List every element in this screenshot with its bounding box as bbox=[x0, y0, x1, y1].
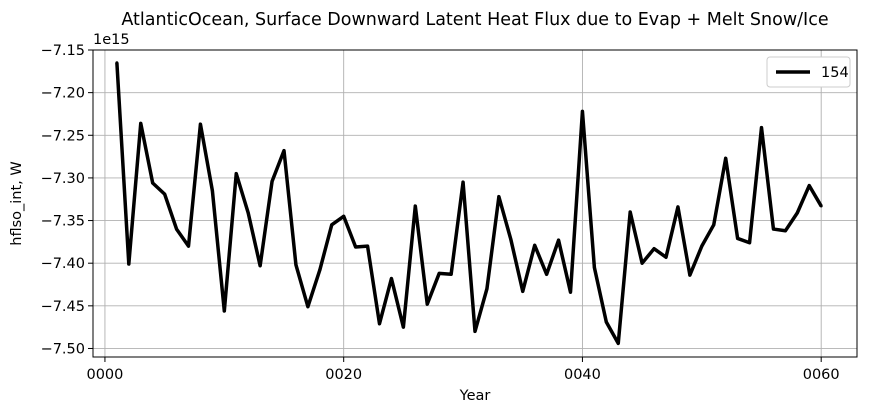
data-point bbox=[485, 287, 489, 291]
series-layer bbox=[115, 61, 823, 346]
x-tick-label: 0040 bbox=[564, 367, 601, 383]
data-point bbox=[521, 289, 525, 293]
data-point bbox=[342, 214, 346, 218]
y-axis-label: hflso_int, W bbox=[9, 161, 25, 245]
data-point bbox=[318, 268, 322, 272]
data-point bbox=[139, 121, 143, 125]
y-tick-label: −7.45 bbox=[41, 299, 85, 315]
data-point bbox=[461, 180, 465, 184]
data-point bbox=[652, 247, 656, 251]
data-point bbox=[246, 211, 250, 215]
data-point bbox=[378, 322, 381, 326]
data-point bbox=[580, 109, 584, 113]
data-point bbox=[222, 309, 226, 313]
data-point bbox=[175, 227, 179, 231]
data-point bbox=[604, 320, 608, 324]
legend: 154 bbox=[766, 56, 851, 88]
data-point bbox=[198, 122, 202, 126]
data-point bbox=[533, 243, 537, 247]
data-point bbox=[163, 192, 167, 196]
data-point bbox=[557, 238, 561, 242]
data-point bbox=[449, 272, 453, 276]
x-tick-label: 0060 bbox=[803, 367, 840, 383]
data-point bbox=[389, 277, 393, 281]
data-point bbox=[807, 184, 811, 188]
y-tick-label: −7.50 bbox=[41, 341, 85, 357]
data-point bbox=[783, 229, 787, 233]
data-point bbox=[354, 245, 358, 249]
data-point bbox=[306, 305, 310, 309]
data-point bbox=[545, 272, 549, 276]
x-tick-label: 0020 bbox=[325, 367, 362, 383]
data-point bbox=[282, 149, 286, 153]
data-point bbox=[592, 265, 596, 269]
data-point bbox=[330, 223, 334, 227]
y-tick-label: −7.30 bbox=[41, 171, 85, 187]
chart-title: AtlanticOcean, Surface Downward Latent H… bbox=[121, 10, 828, 30]
data-point bbox=[771, 227, 775, 231]
data-point bbox=[187, 244, 190, 248]
data-point bbox=[294, 263, 298, 267]
y-tick-label: −7.20 bbox=[41, 86, 85, 102]
data-point bbox=[210, 189, 214, 193]
y-tick-label: −7.35 bbox=[41, 214, 85, 230]
data-point bbox=[688, 273, 692, 277]
data-point bbox=[736, 236, 740, 240]
data-point bbox=[497, 195, 501, 199]
series-line bbox=[115, 62, 823, 346]
data-point bbox=[509, 237, 513, 241]
plot-frame bbox=[92, 49, 858, 358]
data-point bbox=[151, 181, 155, 185]
data-point bbox=[616, 341, 620, 345]
data-point bbox=[819, 204, 823, 208]
axis-ticks: 0000 0020 0040 0060 −7.50 −7.45 −7.40 −7.35 −7.3… bbox=[41, 43, 840, 383]
data-point bbox=[473, 329, 477, 333]
y-tick-label: −7.40 bbox=[41, 256, 85, 272]
data-point bbox=[234, 172, 238, 176]
data-point bbox=[569, 290, 572, 294]
data-point bbox=[760, 126, 763, 130]
data-point bbox=[437, 271, 441, 275]
data-point bbox=[270, 179, 274, 183]
data-point bbox=[258, 264, 262, 268]
data-point bbox=[748, 241, 752, 245]
data-point bbox=[712, 223, 716, 227]
data-point bbox=[401, 325, 405, 329]
x-tick-label: 0000 bbox=[86, 367, 123, 383]
data-point bbox=[115, 61, 119, 65]
data-point bbox=[127, 262, 131, 266]
data-point bbox=[664, 255, 668, 259]
data-point bbox=[640, 261, 644, 265]
data-point bbox=[425, 302, 429, 306]
data-point bbox=[366, 244, 370, 248]
legend-label: 154 bbox=[821, 65, 849, 81]
y-tick-label: −7.15 bbox=[41, 43, 85, 59]
data-point bbox=[795, 211, 799, 215]
x-axis-label: Year bbox=[459, 388, 491, 404]
data-point bbox=[628, 210, 632, 214]
data-point bbox=[413, 204, 417, 208]
data-point bbox=[676, 205, 680, 209]
y-tick-label: −7.25 bbox=[41, 128, 85, 144]
data-point bbox=[700, 244, 704, 248]
data-point bbox=[724, 156, 728, 160]
y-offset-text: 1e15 bbox=[93, 32, 130, 48]
